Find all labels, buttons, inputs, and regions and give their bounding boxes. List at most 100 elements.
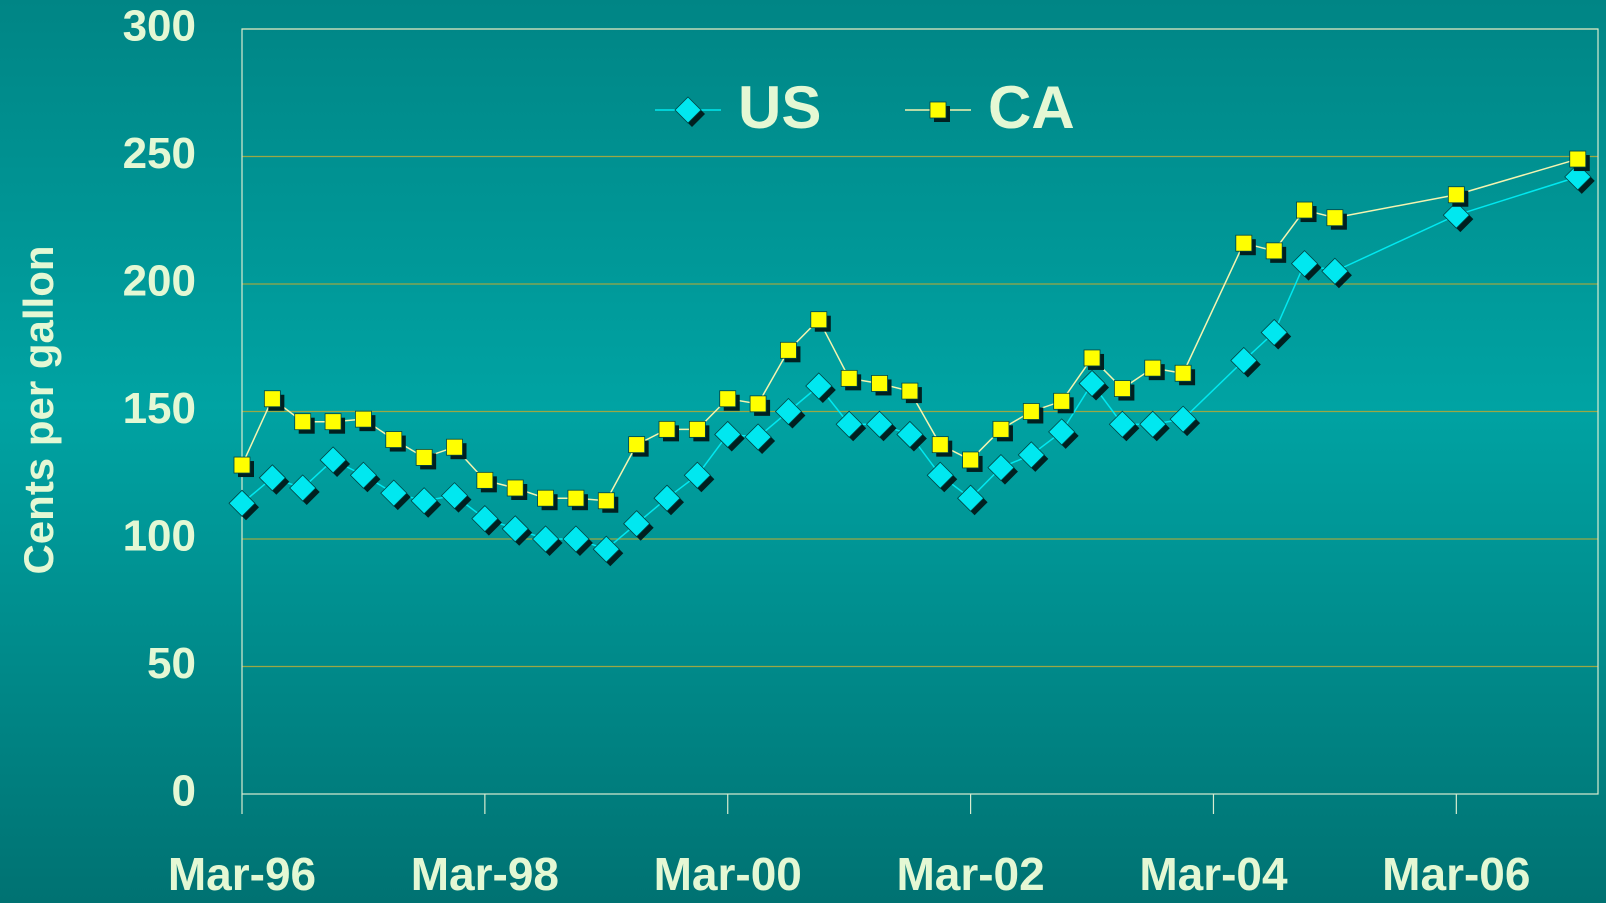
data-point — [1169, 405, 1201, 437]
data-point — [562, 525, 593, 556]
data-point — [896, 420, 927, 452]
data-point-shape — [562, 525, 590, 553]
data-point — [987, 454, 1018, 485]
data-point — [1078, 369, 1110, 401]
data-point — [871, 375, 892, 396]
data-point-shape — [1326, 209, 1344, 227]
data-point-shape — [1108, 410, 1136, 438]
data-point — [532, 525, 563, 556]
data-point — [1174, 364, 1196, 386]
data-point — [714, 420, 745, 452]
data-point-shape — [1113, 380, 1131, 397]
data-point-shape — [896, 420, 924, 449]
data-point — [957, 484, 988, 516]
data-point-shape — [355, 410, 372, 428]
data-point-shape — [592, 535, 620, 563]
data-point-shape — [926, 461, 954, 489]
data-point-shape — [349, 461, 377, 489]
data-point — [658, 420, 680, 442]
legend-label: US — [738, 74, 821, 141]
data-point — [744, 423, 776, 454]
data-point — [688, 420, 710, 442]
data-point — [1321, 257, 1352, 289]
data-point-shape — [410, 487, 438, 515]
data-point — [1442, 201, 1474, 233]
data-point — [415, 448, 437, 470]
data-point — [1053, 392, 1074, 414]
data-point-shape — [537, 489, 554, 507]
data-point-shape — [385, 431, 403, 448]
data-point-shape — [501, 515, 529, 543]
data-point-shape — [440, 482, 469, 510]
data-point — [628, 436, 649, 457]
data-point-shape — [476, 471, 494, 489]
data-point — [840, 369, 862, 391]
y-tick-label: 100 — [123, 512, 196, 561]
data-point — [355, 410, 376, 432]
data-point — [440, 482, 472, 513]
data-point — [1048, 418, 1079, 449]
data-point-shape — [683, 461, 711, 489]
data-point — [506, 479, 528, 500]
y-tick-label: 250 — [123, 129, 196, 178]
data-point-shape — [987, 454, 1015, 482]
data-point — [501, 515, 533, 546]
y-tick-label: 150 — [123, 384, 196, 433]
legend-marker — [929, 101, 950, 122]
y-tick-label: 200 — [123, 257, 196, 306]
data-point — [349, 461, 381, 493]
data-point — [926, 461, 958, 493]
data-point-shape — [865, 410, 894, 438]
data-point — [1447, 186, 1469, 207]
data-point-shape — [957, 484, 985, 512]
data-point-shape — [653, 484, 681, 512]
legend-marker-shape — [929, 101, 947, 119]
data-point-shape — [1144, 359, 1162, 377]
data-point — [1022, 403, 1044, 424]
data-point — [749, 395, 771, 416]
data-point-shape — [688, 420, 706, 438]
data-point — [294, 413, 315, 434]
data-point-shape — [471, 505, 499, 533]
data-point — [476, 471, 497, 493]
data-point-shape — [1230, 346, 1258, 375]
data-point — [1569, 150, 1590, 172]
data-point — [537, 489, 558, 511]
data-point — [1235, 234, 1256, 256]
x-tick-label: Mar-06 — [1382, 848, 1530, 900]
data-point — [1260, 318, 1292, 350]
data-point — [567, 489, 588, 511]
data-point-shape — [871, 375, 888, 392]
data-point-shape — [233, 456, 251, 474]
data-point-shape — [658, 420, 676, 438]
x-tick-label: Mar-02 — [896, 848, 1044, 900]
data-point-shape — [319, 446, 347, 474]
data-point — [228, 489, 259, 521]
x-tick-label: Mar-96 — [168, 848, 316, 900]
data-point-shape — [623, 510, 651, 538]
data-point-shape — [1260, 318, 1288, 347]
data-point — [385, 431, 406, 452]
data-point-shape — [901, 382, 919, 400]
data-point-shape — [810, 311, 828, 329]
data-point — [1113, 380, 1135, 401]
data-point — [1296, 201, 1317, 223]
data-point-shape — [506, 479, 524, 497]
data-point-shape — [744, 423, 772, 451]
data-point-shape — [597, 492, 615, 510]
data-point-shape — [628, 436, 646, 454]
data-point — [446, 438, 467, 460]
data-point — [258, 464, 290, 495]
data-point-shape — [1290, 250, 1319, 278]
data-point-shape — [992, 420, 1010, 438]
data-point — [289, 474, 320, 505]
data-point-shape — [1017, 441, 1045, 469]
data-point — [962, 451, 983, 472]
data-point-shape — [931, 436, 949, 454]
data-point — [1144, 359, 1165, 381]
data-point — [835, 410, 867, 442]
data-point-shape — [1078, 369, 1106, 398]
x-tick-label: Mar-04 — [1139, 848, 1288, 900]
data-point-shape — [294, 413, 312, 431]
